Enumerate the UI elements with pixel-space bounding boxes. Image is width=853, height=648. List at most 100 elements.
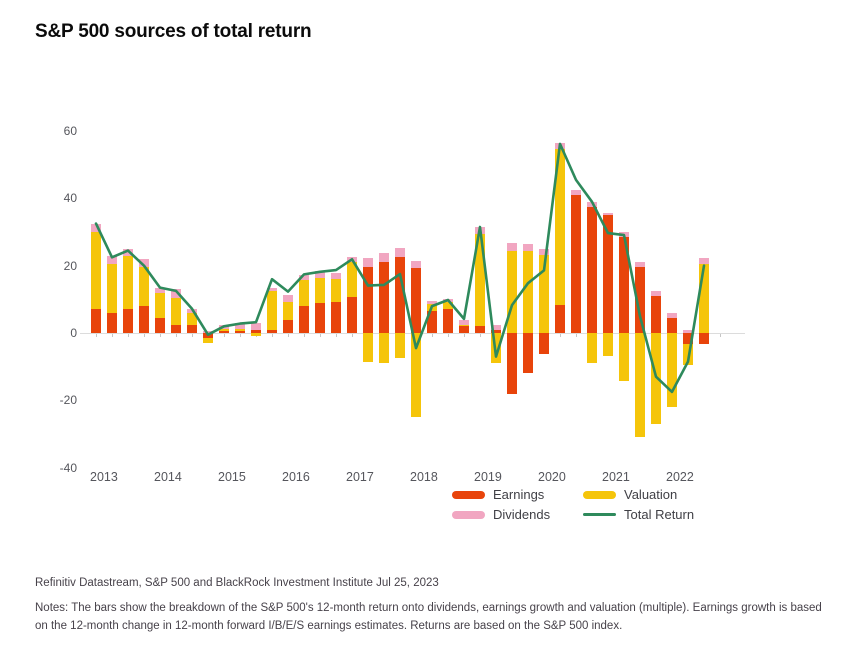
axis-tick <box>720 334 721 337</box>
bar-segment-dividends <box>379 253 389 262</box>
bar-segment-dividends <box>475 227 485 234</box>
x-year-label: 2022 <box>666 470 694 484</box>
bar-segment-dividends <box>539 249 549 255</box>
bar-segment-valuation <box>619 333 629 381</box>
x-year-label: 2020 <box>538 470 566 484</box>
bar-segment-valuation <box>283 301 293 320</box>
bar-segment-valuation <box>219 328 229 332</box>
bar-segment-earnings <box>347 296 357 333</box>
bar-segment-earnings <box>651 295 661 333</box>
axis-tick <box>240 334 241 337</box>
bar-segment-dividends <box>251 322 261 330</box>
bar-segment-earnings <box>443 309 453 333</box>
bar-segment-valuation <box>555 148 565 306</box>
legend-label-valuation: Valuation <box>624 487 678 502</box>
bar-segment-valuation <box>683 344 693 365</box>
axis-tick <box>336 334 337 337</box>
bar-segment-dividends <box>619 231 629 237</box>
bar-segment-dividends <box>651 290 661 296</box>
bar-segment-dividends <box>235 322 245 329</box>
bar-segment-earnings <box>459 326 469 333</box>
bar-segment-dividends <box>267 287 277 291</box>
bar-segment-earnings <box>187 324 197 333</box>
bar-segment-valuation <box>315 278 325 303</box>
bar-segment-valuation <box>523 250 533 333</box>
axis-tick <box>464 334 465 337</box>
bar-segment-valuation <box>491 333 501 364</box>
bar-segment-valuation <box>331 279 341 302</box>
axis-tick <box>224 334 225 337</box>
legend-label-earnings: Earnings <box>493 487 545 502</box>
bar-segment-valuation <box>379 333 389 364</box>
y-tick-label: 40 <box>63 191 77 206</box>
bar-segment-valuation <box>171 297 181 325</box>
bar-segment-dividends <box>411 260 421 269</box>
bar-segment-dividends <box>299 275 309 280</box>
bar-segment-dividends <box>699 258 709 265</box>
bar-segment-valuation <box>187 312 197 325</box>
legend-label-dividends: Dividends <box>493 507 551 522</box>
bar-segment-dividends <box>443 298 453 303</box>
bar-segment-dividends <box>555 142 565 149</box>
bar-segment-valuation <box>139 267 149 307</box>
bar-segment-dividends <box>107 255 117 264</box>
axis-tick <box>560 334 561 337</box>
bar-segment-earnings <box>139 306 149 333</box>
axis-tick <box>448 334 449 337</box>
bar-segment-earnings <box>315 302 325 333</box>
valuation-swatch-icon <box>583 490 616 499</box>
earnings-swatch-icon <box>452 490 485 499</box>
bar-segment-dividends <box>139 258 149 268</box>
bar-segment-dividends <box>363 257 373 267</box>
bar-segment-valuation <box>667 333 677 408</box>
x-year-label: 2018 <box>410 470 438 484</box>
bar-segment-dividends <box>347 256 357 262</box>
axis-tick <box>112 334 113 337</box>
axis-tick <box>480 334 481 337</box>
bar-segment-earnings <box>411 268 421 333</box>
axis-tick <box>304 334 305 337</box>
x-year-label: 2019 <box>474 470 502 484</box>
legend-item-valuation: Valuation <box>583 487 743 502</box>
axis-tick <box>352 334 353 337</box>
bar-segment-earnings <box>683 333 693 345</box>
bar-segment-valuation <box>539 254 549 333</box>
bar-segment-earnings <box>299 306 309 333</box>
bar-segment-earnings <box>379 261 389 333</box>
bar-segment-dividends <box>155 287 165 293</box>
bar-segment-dividends <box>587 202 597 207</box>
chart-area: 60 40 20 0 -20 -40 2013 2014 2015 2016 2017 2018 201… <box>60 124 745 484</box>
axis-tick <box>144 334 145 337</box>
axis-tick <box>576 334 577 337</box>
bar-segment-valuation <box>91 232 101 310</box>
bar-segment-dividends <box>315 270 325 279</box>
bar-segment-dividends <box>683 329 693 333</box>
bar-segment-earnings <box>475 326 485 333</box>
bar-segment-earnings <box>571 195 581 333</box>
axis-tick <box>288 334 289 337</box>
bar-segment-earnings <box>235 331 245 333</box>
bar-segment-valuation <box>411 333 421 418</box>
bar-segment-earnings <box>91 309 101 333</box>
axis-tick <box>432 334 433 337</box>
bar-segment-valuation <box>395 333 405 359</box>
bar-segment-dividends <box>603 212 613 216</box>
bar-segment-dividends <box>331 272 341 280</box>
bar-segment-earnings <box>427 311 437 333</box>
bar-segment-dividends <box>507 243 517 251</box>
bar-segment-valuation <box>459 324 469 327</box>
bar-segment-dividends <box>171 289 181 298</box>
x-year-label: 2013 <box>90 470 118 484</box>
bar-segment-dividends <box>219 324 229 329</box>
bar-segment-earnings <box>587 206 597 333</box>
x-year-label: 2014 <box>154 470 182 484</box>
y-tick-label: 0 <box>70 326 77 340</box>
bar-segment-dividends <box>283 294 293 302</box>
x-year-label: 2015 <box>218 470 246 484</box>
x-year-label: 2017 <box>346 470 374 484</box>
y-tick-label: 60 <box>63 124 77 139</box>
bar-segment-dividends <box>523 244 533 251</box>
bar-segment-dividends <box>491 324 501 330</box>
axis-tick <box>272 334 273 337</box>
bar-segment-dividends <box>459 319 469 325</box>
